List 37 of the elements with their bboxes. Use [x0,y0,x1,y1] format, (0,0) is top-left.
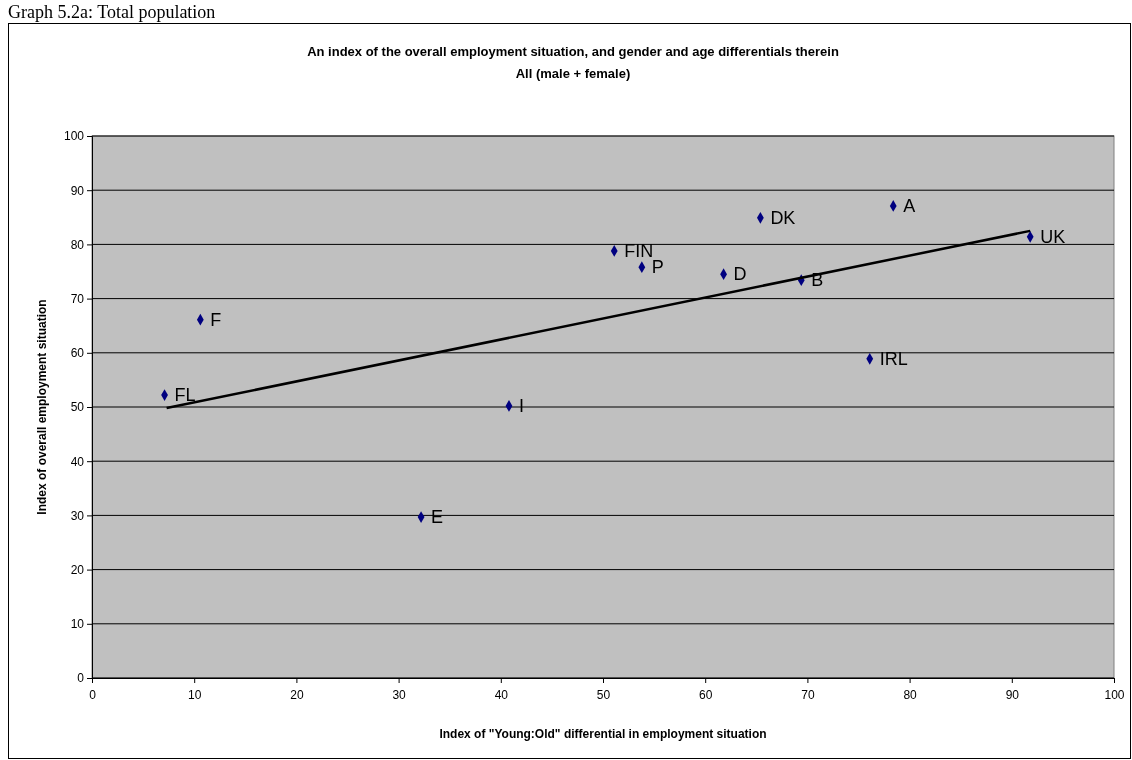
y-tick-label: 10 [70,617,85,632]
x-tick-label: 50 [596,688,611,703]
annotation: UK [1040,226,1066,247]
x-tick-label: 90 [1005,688,1020,703]
y-tick-label: 90 [70,183,85,198]
y-tick-label: 100 [63,129,85,144]
y-axis-title: Index of overall employment situation [35,299,49,515]
y-tick-label: 30 [70,508,85,523]
y-tick-label: 80 [70,237,85,252]
x-tick-label: 80 [903,688,918,703]
annotation: F [210,309,222,330]
x-axis-title: Index of "Young:Old" differential in employment situation [439,727,767,741]
x-tick-label: 40 [494,688,509,703]
chart-title: An index of the overall employment situation, and gender and age differentials therein [307,44,839,59]
chart-subtitle: All (male + female) [515,66,631,81]
y-tick-label: 40 [70,454,85,469]
x-tick-label: 0 [89,688,97,703]
y-tick-label: 0 [77,671,85,686]
x-tick-label: 60 [699,688,713,703]
annotation: DK [770,207,796,228]
annotation: D [733,264,747,285]
x-tick-label: 20 [290,688,304,703]
annotation: FL [174,385,196,406]
y-tick-label: 50 [70,400,85,415]
annotation: IRL [879,348,908,369]
x-tick-label: 70 [801,688,815,703]
x-tick-label: 100 [1104,688,1125,703]
x-tick-label: 30 [392,688,407,703]
x-tick-label: 10 [188,688,202,703]
y-tick-label: 20 [70,562,85,577]
caption: Graph 5.2a: Total population [8,2,216,22]
y-tick-label: 60 [70,346,85,361]
annotation: FIN [624,240,654,261]
annotation: A [903,195,916,216]
annotation: I [518,395,524,416]
annotation: P [651,257,664,278]
y-tick-label: 70 [70,291,85,306]
